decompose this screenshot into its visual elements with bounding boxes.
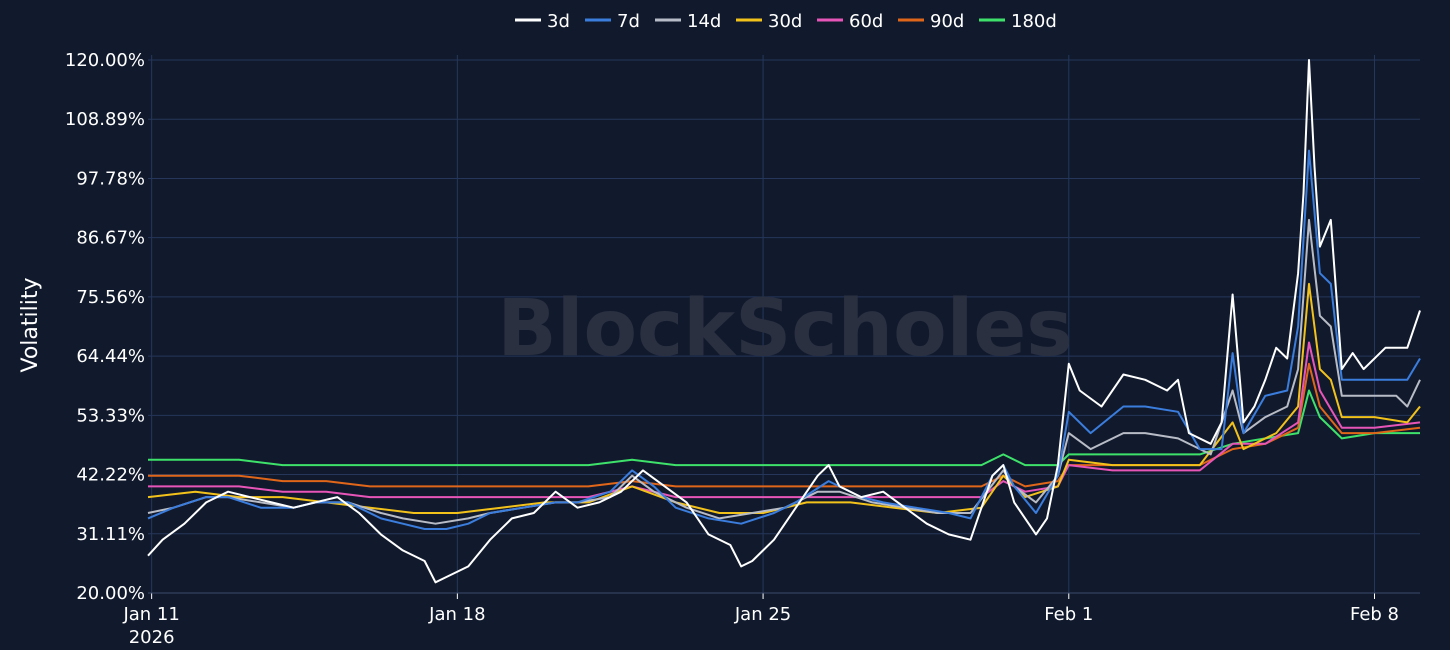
series-line-7d [147,149,1421,530]
series-line-60d [148,341,1421,499]
grid [148,55,1420,594]
watermark: BlockScholes [497,284,1072,374]
legend-item-30d[interactable]: 30d [736,11,802,32]
legend-item-180d[interactable]: 180d [979,11,1057,32]
legend-label: 3d [547,11,570,32]
legend-item-7d[interactable]: 7d [585,11,640,32]
y-tick-label: 75.56% [76,287,145,308]
y-tick-label: 108.89% [65,109,145,130]
y-tick-label: 97.78% [76,168,145,189]
legend-item-90d[interactable]: 90d [898,11,964,32]
x-tick-year-label: 2026 [129,627,175,648]
y-tick-label: 31.11% [76,524,145,545]
series-group [147,59,1421,584]
axes: 20.00% 31.11% 42.22% 53.33% 64.44% 75.56% 86.6… [65,50,1420,648]
x-tick-label: Jan 18 [428,604,485,625]
series-line-30d [147,282,1421,514]
legend-label: 60d [849,11,883,32]
y-tick-label: 86.67% [76,228,145,249]
legend-item-60d[interactable]: 60d [817,11,883,32]
legend-label: 180d [1011,11,1057,32]
series-line-3d [147,59,1421,584]
legend-item-14d[interactable]: 14d [655,11,721,32]
y-tick-label: 42.22% [76,465,145,486]
series-line-14d [147,218,1421,525]
x-tick-label: Jan 11 [122,604,179,625]
x-tick-label: Jan 25 [734,604,791,625]
legend[interactable]: 3d 7d 14d 30d 60d 90d 180d [515,11,1057,32]
x-tick-label: Feb 8 [1350,604,1399,625]
y-tick-label: 120.00% [65,50,145,71]
y-tick-label: 53.33% [76,405,145,426]
legend-label: 90d [930,11,964,32]
legend-item-3d[interactable]: 3d [515,11,570,32]
y-tick-label: 64.44% [76,346,145,367]
legend-label: 7d [617,11,640,32]
legend-label: 14d [687,11,721,32]
y-axis-title: Volatility [18,277,43,372]
x-tick-label: Feb 1 [1044,604,1093,625]
legend-label: 30d [768,11,802,32]
series-line-90d [148,362,1421,488]
y-tick-label: 20.00% [76,583,145,604]
